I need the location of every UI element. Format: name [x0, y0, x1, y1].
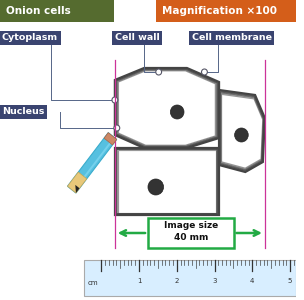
Polygon shape	[115, 68, 219, 148]
Circle shape	[112, 97, 118, 103]
Text: Image size: Image size	[164, 221, 218, 230]
Circle shape	[148, 179, 164, 195]
Polygon shape	[67, 172, 87, 193]
Polygon shape	[115, 148, 219, 215]
Text: 40 mm: 40 mm	[174, 232, 208, 242]
Text: 5: 5	[288, 278, 292, 284]
Bar	[84, 260, 296, 296]
Text: Cell membrane: Cell membrane	[192, 34, 272, 43]
Text: Nucleus: Nucleus	[2, 107, 44, 116]
Circle shape	[156, 69, 162, 75]
Circle shape	[235, 128, 248, 142]
Bar	[156, 0, 296, 22]
Polygon shape	[67, 133, 117, 193]
Polygon shape	[104, 133, 117, 145]
Text: 3: 3	[212, 278, 217, 284]
Text: 4: 4	[250, 278, 254, 284]
Polygon shape	[73, 137, 115, 192]
Bar	[0, 0, 114, 22]
Text: Magnification ×100: Magnification ×100	[162, 6, 277, 16]
Polygon shape	[219, 90, 265, 172]
Text: cm: cm	[88, 280, 98, 286]
Circle shape	[202, 69, 207, 75]
Circle shape	[114, 125, 120, 131]
Text: 2: 2	[174, 278, 179, 284]
Text: 1: 1	[137, 278, 141, 284]
FancyBboxPatch shape	[148, 218, 234, 248]
Text: Cytoplasm: Cytoplasm	[2, 34, 58, 43]
Text: Cell wall: Cell wall	[115, 34, 160, 43]
Text: Onion cells: Onion cells	[6, 6, 71, 16]
Circle shape	[170, 105, 184, 119]
Polygon shape	[75, 185, 80, 193]
